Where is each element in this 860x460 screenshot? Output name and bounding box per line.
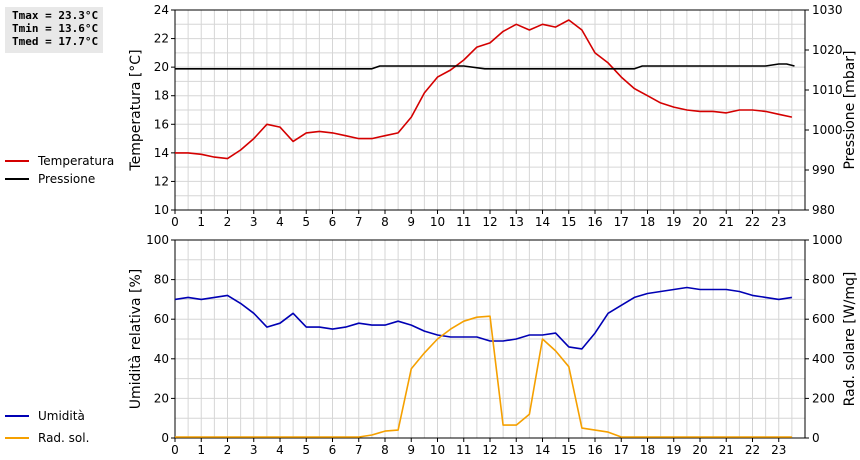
legend-temperature: Temperatura: [5, 154, 114, 168]
bottom-y-axis-label-left: Umidità relativa [%]: [128, 269, 144, 410]
bottom-x-tick-label: 6: [329, 443, 337, 457]
bottom-x-tick-label: 3: [250, 443, 258, 457]
top-yl-tick-label: 24: [154, 3, 169, 17]
bottom-x-tick-label: 13: [509, 443, 524, 457]
bottom-x-tick-label: 20: [692, 443, 707, 457]
top-yr-tick-label: 980: [812, 203, 835, 217]
legend-pressure-swatch: [5, 177, 29, 180]
legend-pressure: Pressione: [5, 172, 95, 186]
bottom-x-tick-label: 17: [614, 443, 629, 457]
top-x-tick-label: 4: [276, 215, 284, 229]
legend-humidity-swatch: [5, 414, 29, 417]
bottom-yr-tick-label: 200: [812, 391, 835, 405]
bottom-yr-tick-label: 1000: [812, 233, 843, 247]
legend-radiation-label: Rad. sol.: [38, 431, 90, 445]
bottom-x-tick-label: 18: [640, 443, 655, 457]
top-x-tick-label: 3: [250, 215, 258, 229]
top-x-tick-label: 9: [407, 215, 415, 229]
legend-pressure-label: Pressione: [38, 172, 96, 186]
top-x-tick-label: 20: [692, 215, 707, 229]
legend-humidity-label: Umidità: [38, 409, 85, 423]
bottom-yl-tick-label: 20: [154, 391, 169, 405]
top-x-tick-label: 12: [482, 215, 497, 229]
tmin-text: Tmin = 13.6°C: [12, 22, 99, 35]
bottom-yr-tick-label: 0: [812, 431, 820, 445]
top-x-tick-label: 1: [197, 215, 205, 229]
legend-temperature-label: Temperatura: [38, 154, 115, 168]
top-x-tick-label: 19: [666, 215, 681, 229]
top-yr-tick-label: 1000: [812, 123, 843, 137]
bottom-yl-tick-label: 40: [154, 352, 169, 366]
top-yl-tick-label: 20: [154, 60, 169, 74]
bottom-yr-tick-label: 600: [812, 312, 835, 326]
bottom-x-tick-label: 5: [302, 443, 310, 457]
top-x-tick-label: 6: [329, 215, 337, 229]
bottom-series-umidit-line: [174, 286, 793, 350]
top-x-tick-label: 16: [587, 215, 602, 229]
top-yl-tick-label: 12: [154, 174, 169, 188]
top-x-tick-label: 5: [302, 215, 310, 229]
top-x-tick-label: 14: [535, 215, 550, 229]
legend-humidity: Umidità: [5, 409, 85, 423]
bottom-x-tick-label: 10: [430, 443, 445, 457]
bottom-x-tick-label: 7: [355, 443, 363, 457]
top-x-tick-label: 10: [430, 215, 445, 229]
bottom-x-tick-label: 22: [745, 443, 760, 457]
top-x-tick-label: 0: [171, 215, 179, 229]
bottom-x-tick-label: 15: [561, 443, 576, 457]
bottom-x-tick-label: 16: [587, 443, 602, 457]
legend-temperature-swatch: [5, 159, 29, 162]
top-x-tick-label: 22: [745, 215, 760, 229]
top-x-tick-label: 13: [509, 215, 524, 229]
top-yl-tick-label: 18: [154, 89, 169, 103]
top-x-tick-label: 21: [719, 215, 734, 229]
bottom-x-tick-label: 11: [456, 443, 471, 457]
top-yr-tick-label: 1010: [812, 83, 843, 97]
tmax-text: Tmax = 23.3°C: [12, 9, 99, 22]
bottom-yl-tick-label: 100: [146, 233, 169, 247]
bottom-x-tick-label: 2: [224, 443, 232, 457]
legend-radiation-swatch: [5, 436, 29, 439]
top-y-axis-label-left: Temperatura [°C]: [128, 49, 144, 171]
top-yl-tick-label: 10: [154, 203, 169, 217]
bottom-yl-tick-label: 60: [154, 312, 169, 326]
bottom-x-tick-label: 9: [407, 443, 415, 457]
top-x-tick-label: 18: [640, 215, 655, 229]
top-x-tick-label: 7: [355, 215, 363, 229]
top-series-pressione-line: [175, 63, 795, 70]
bottom-yr-tick-label: 400: [812, 352, 835, 366]
top-x-tick-label: 8: [381, 215, 389, 229]
bottom-x-tick-label: 23: [771, 443, 786, 457]
top-yr-tick-label: 1020: [812, 43, 843, 57]
top-yl-tick-label: 22: [154, 32, 169, 46]
bottom-yl-tick-label: 0: [161, 431, 169, 445]
bottom-x-tick-label: 0: [171, 443, 179, 457]
top-x-tick-label: 17: [614, 215, 629, 229]
bottom-x-tick-label: 4: [276, 443, 284, 457]
bottom-x-tick-label: 12: [482, 443, 497, 457]
top-x-tick-label: 15: [561, 215, 576, 229]
top-series-temperatura-line: [175, 19, 793, 160]
bottom-yl-tick-label: 80: [154, 273, 169, 287]
bottom-x-tick-label: 8: [381, 443, 389, 457]
stats-box: Tmax = 23.3°C Tmin = 13.6°C Tmed = 17.7°…: [5, 7, 103, 53]
top-yl-tick-label: 16: [154, 117, 169, 131]
bottom-x-tick-label: 21: [719, 443, 734, 457]
tmed-text: Tmed = 17.7°C: [12, 35, 99, 48]
top-x-tick-label: 23: [771, 215, 786, 229]
bottom-x-tick-label: 19: [666, 443, 681, 457]
top-yl-tick-label: 14: [154, 146, 169, 160]
bottom-x-tick-label: 14: [535, 443, 550, 457]
top-y-axis-label-right: Pressione [mbar]: [842, 50, 858, 169]
bottom-yr-tick-label: 800: [812, 273, 835, 287]
bottom-series-rad-sol-line: [175, 315, 792, 438]
bottom-x-tick-label: 1: [197, 443, 205, 457]
top-yr-tick-label: 1030: [812, 3, 843, 17]
top-x-tick-label: 2: [224, 215, 232, 229]
top-yr-tick-label: 990: [812, 163, 835, 177]
bottom-y-axis-label-right: Rad. solare [W/mq]: [842, 272, 858, 407]
top-x-tick-label: 11: [456, 215, 471, 229]
legend-radiation: Rad. sol.: [5, 431, 89, 445]
